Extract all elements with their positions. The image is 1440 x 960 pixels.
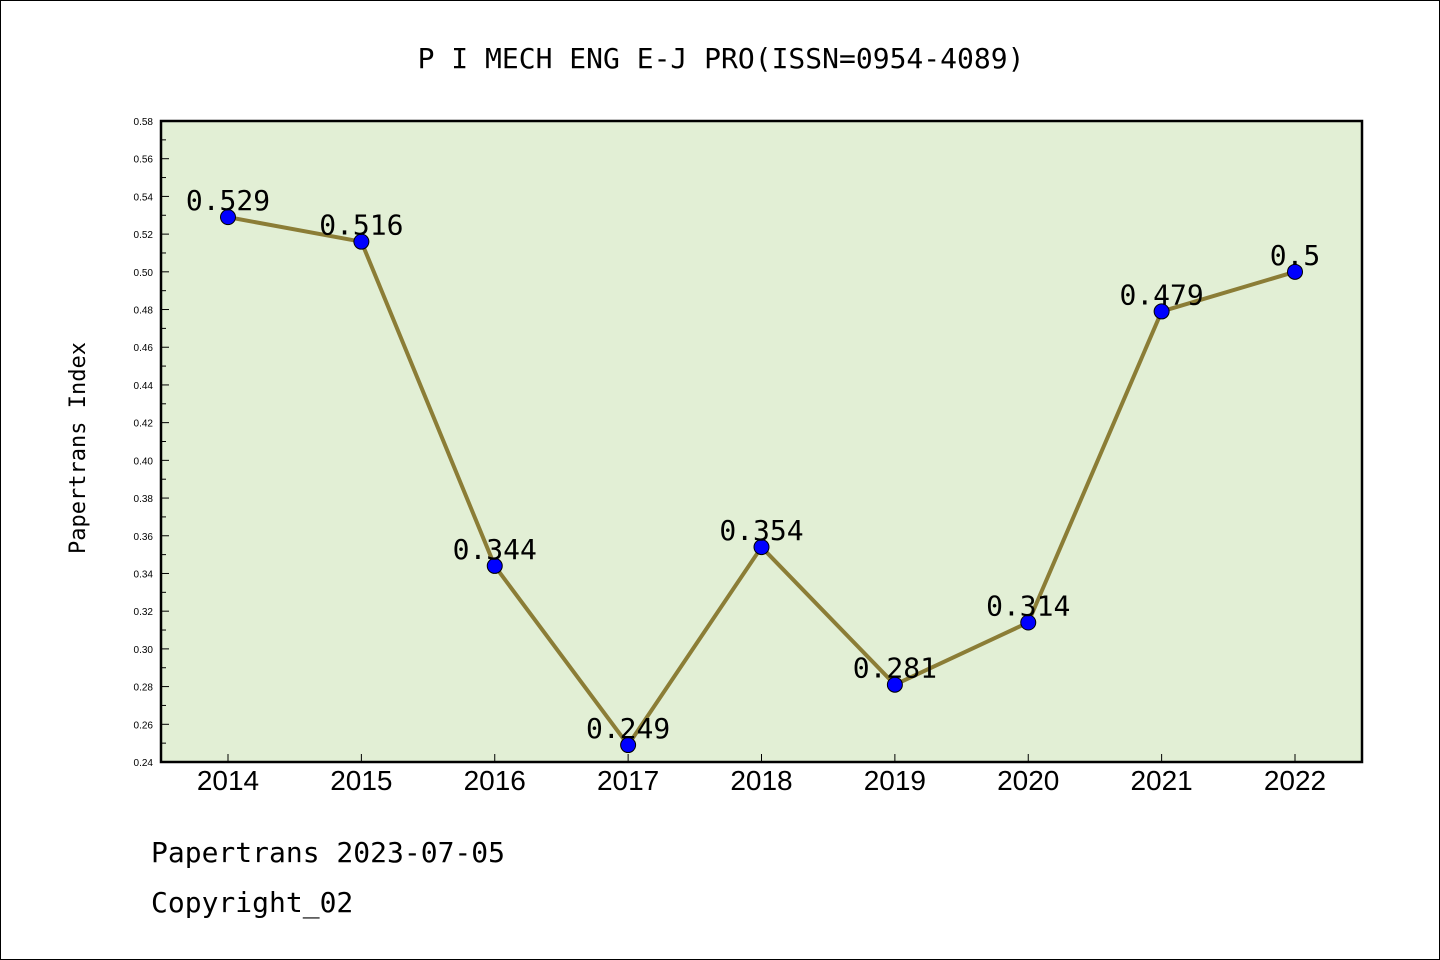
x-tick-label: 2020 <box>997 765 1059 796</box>
chart-title: P I MECH ENG E-J PRO(ISSN=0954-4089) <box>418 42 1025 75</box>
data-point <box>620 737 637 754</box>
y-axis-ticks: 0.24 0.26 0.28 0.30 0.32 0.34 0.36 0.38 0.40 0.42… <box>134 117 169 769</box>
data-point <box>753 539 770 556</box>
x-tick-label: 2018 <box>730 765 792 796</box>
data-label: 0.344 <box>453 533 537 566</box>
y-tick-label: 0.24 <box>134 758 154 769</box>
data-label: 0.354 <box>719 514 803 547</box>
data-label: 0.479 <box>1119 278 1203 311</box>
data-point <box>886 676 903 693</box>
y-tick-label: 0.54 <box>134 192 154 203</box>
y-tick-label: 0.56 <box>134 155 154 166</box>
x-tick-label: 2014 <box>197 765 259 796</box>
y-tick-label: 0.26 <box>134 720 154 731</box>
y-tick-label: 0.32 <box>134 607 154 618</box>
y-tick-label: 0.46 <box>134 343 154 354</box>
y-tick-label: 0.36 <box>134 532 154 543</box>
y-tick-label: 0.30 <box>134 645 154 656</box>
x-tick-label: 2017 <box>597 765 659 796</box>
x-tick-label: 2022 <box>1264 765 1326 796</box>
y-tick-label: 0.34 <box>134 569 154 580</box>
source-date-text: Papertrans 2023-07-05 <box>151 836 506 869</box>
x-tick-label: 2021 <box>1130 765 1192 796</box>
y-tick-label: 0.58 <box>134 117 154 128</box>
y-tick-label: 0.48 <box>134 306 154 317</box>
data-label: 0.249 <box>586 712 670 745</box>
data-point <box>486 557 503 574</box>
x-tick-label: 2015 <box>330 765 392 796</box>
data-label: 0.314 <box>986 589 1070 622</box>
y-axis-label: Papertrans Index <box>66 342 91 554</box>
data-label: 0.5 <box>1270 239 1321 272</box>
data-labels-layer: 0.529 0.516 0.344 0.249 0.354 0.281 0.314 0.479… <box>186 184 1320 745</box>
plot-area <box>159 119 1364 764</box>
data-point <box>1020 614 1037 631</box>
x-tick-label: 2016 <box>464 765 526 796</box>
y-tick-label: 0.28 <box>134 683 154 694</box>
copyright-text: Copyright_02 <box>151 886 354 919</box>
y-tick-label: 0.40 <box>134 456 154 467</box>
data-label: 0.529 <box>186 184 270 217</box>
y-tick-label: 0.42 <box>134 419 154 430</box>
x-tick-label: 2019 <box>864 765 926 796</box>
data-label: 0.516 <box>319 209 403 242</box>
data-points-layer <box>220 209 1303 754</box>
data-label: 0.281 <box>853 652 937 685</box>
x-axis-ticks: 2014 2015 2016 2017 2018 2019 2020 2021 2022 <box>197 754 1326 796</box>
data-point <box>1153 303 1170 320</box>
y-tick-label: 0.44 <box>134 381 154 392</box>
data-point <box>1287 263 1303 280</box>
y-tick-label: 0.52 <box>134 230 154 241</box>
data-point <box>220 209 236 226</box>
y-tick-label: 0.38 <box>134 494 154 505</box>
y-tick-label: 0.50 <box>134 268 154 279</box>
data-point <box>353 233 370 250</box>
